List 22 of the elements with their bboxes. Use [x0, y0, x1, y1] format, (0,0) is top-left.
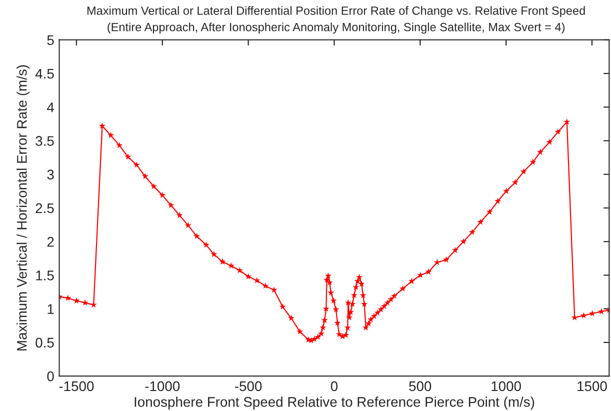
y-tick-label: 2 [47, 236, 54, 247]
y-tick-label: 3 [47, 170, 54, 180]
x-tick-label: -1000 [145, 381, 180, 392]
y-tick-label: 4.5 [35, 68, 54, 79]
chart-subtitle: (Entire Approach, After Ionospheric Anomaly Monitoring, Single Satellite, Max Svert = 4) [108, 22, 565, 34]
x-tick-label: 1000 [492, 381, 521, 392]
y-tick-label: 0.5 [36, 338, 54, 348]
chart-title: Maximum Vertical or Lateral Differential Position Error Rate of Change vs. Relative Front Speed [87, 6, 585, 18]
x-tick-label: 500 [409, 381, 432, 392]
y-tick-label: 5 [47, 35, 54, 46]
y-tick-label: 1 [48, 304, 54, 314]
y-tick-label: 1.5 [36, 270, 54, 280]
y-tick-label: 4 [47, 102, 54, 112]
x-tick-label: -1500 [59, 381, 94, 392]
y-axis-title: Maximum Vertical / Horizontal Error Rate (m/s) [16, 65, 30, 350]
x-tick-label: 0 [330, 381, 338, 392]
y-tick-label: 3.5 [36, 136, 54, 146]
x-tick-label: -500 [235, 381, 262, 392]
x-tick-label: 1500 [578, 381, 607, 392]
x-axis-title: Ionosphere Front Speed Relative to Reference Pierce Point (m/s) [134, 396, 534, 410]
y-tick-label: 2.5 [36, 203, 54, 214]
y-tick-label: 0 [47, 371, 54, 382]
